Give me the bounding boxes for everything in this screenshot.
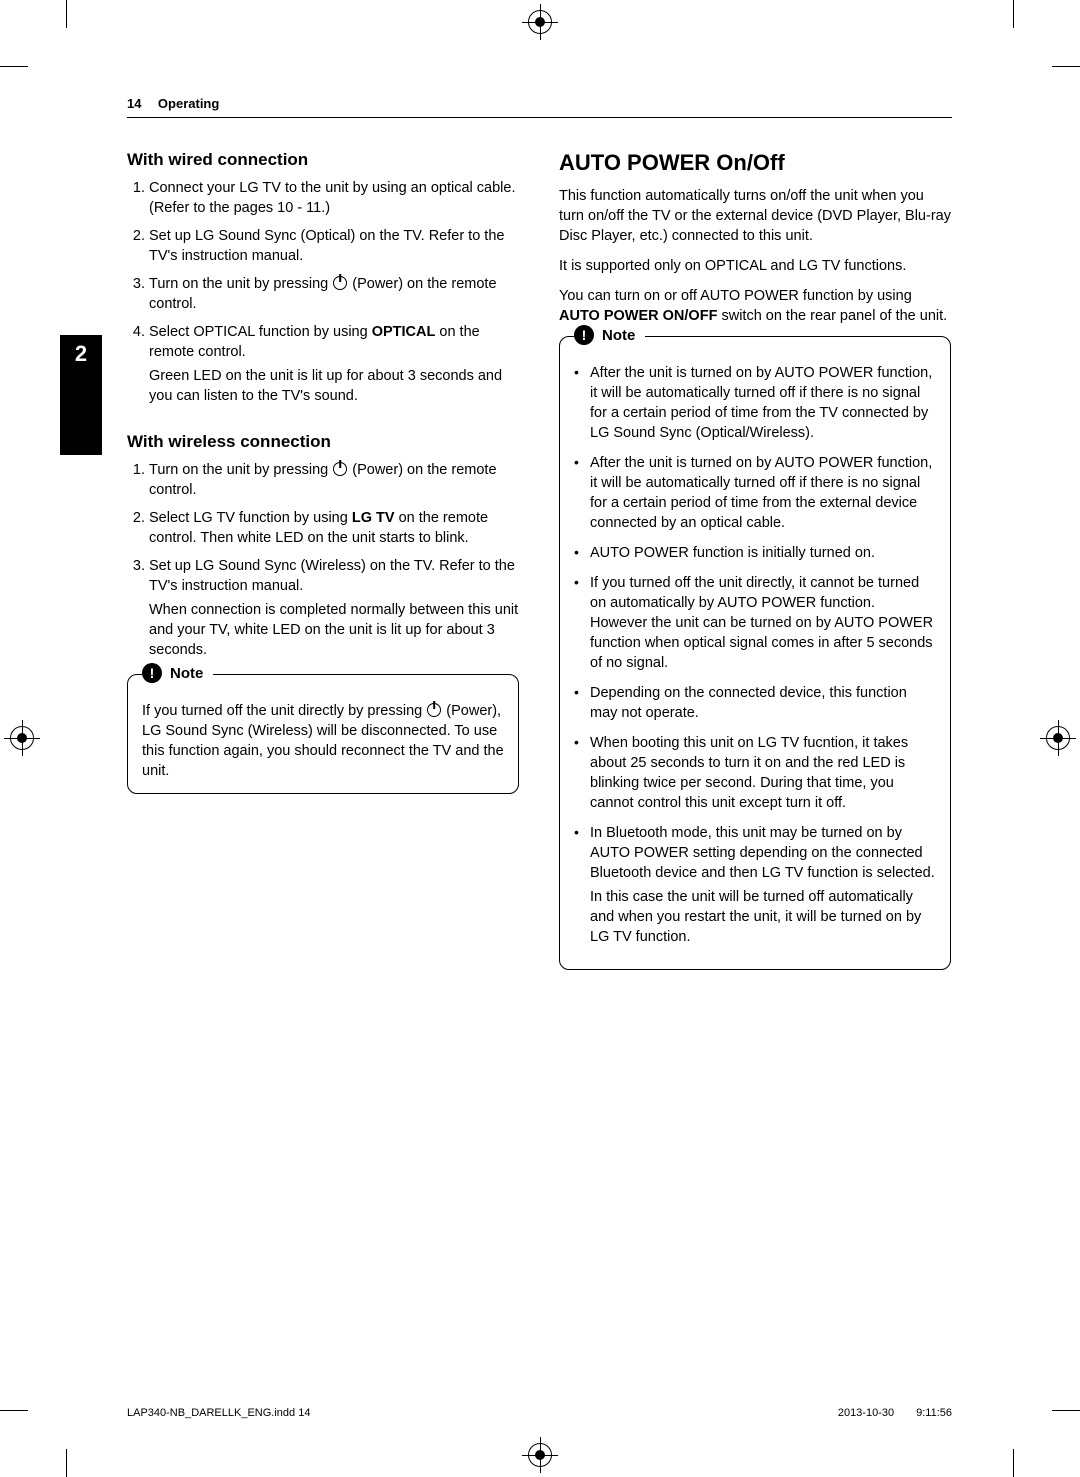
header-underline bbox=[127, 117, 952, 118]
registration-mark-icon bbox=[10, 726, 34, 750]
note-label: ! Note bbox=[574, 325, 645, 345]
left-column: With wired connection Connect your LG TV… bbox=[127, 150, 519, 970]
footer-time: 9:11:56 bbox=[916, 1407, 952, 1419]
list-item: Set up LG Sound Sync (Wireless) on the T… bbox=[149, 556, 519, 660]
chapter-side-label: Operating bbox=[79, 377, 93, 434]
note-box-left: ! Note If you turned off the unit direct… bbox=[127, 674, 519, 794]
text: In this case the unit will be turned off… bbox=[590, 887, 936, 947]
footer-file: LAP340-NB_DARELLK_ENG.indd 14 bbox=[127, 1407, 310, 1419]
page-header: 14 Operating bbox=[127, 95, 952, 110]
list-item: Connect your LG TV to the unit by using … bbox=[149, 178, 519, 218]
registration-mark-icon bbox=[528, 10, 552, 34]
text: Select OPTICAL function by using bbox=[149, 324, 372, 340]
footer-date: 2013-10-30 bbox=[838, 1407, 894, 1419]
bullet-item: If you turned off the unit directly, it … bbox=[574, 573, 936, 673]
power-icon bbox=[333, 276, 347, 290]
list-tail: Green LED on the unit is lit up for abou… bbox=[149, 366, 519, 406]
bold-text: LG TV bbox=[352, 510, 395, 526]
text: Select LG TV function by using bbox=[149, 510, 352, 526]
crop-mark bbox=[66, 0, 67, 28]
list-item: Turn on the unit by pressing (Power) on … bbox=[149, 274, 519, 314]
bold-text: OPTICAL bbox=[372, 324, 436, 340]
bullet-item: AUTO POWER function is initially turned … bbox=[574, 543, 936, 563]
crop-mark bbox=[1013, 0, 1014, 28]
paragraph: It is supported only on OPTICAL and LG T… bbox=[559, 256, 951, 276]
list-item: Turn on the unit by pressing (Power) on … bbox=[149, 460, 519, 500]
note-icon: ! bbox=[574, 325, 594, 345]
text: If you turned off the unit directly by p… bbox=[142, 703, 426, 719]
text: switch on the rear panel of the unit. bbox=[717, 308, 947, 324]
list-item: Select LG TV function by using LG TV on … bbox=[149, 508, 519, 548]
list-item: Select OPTICAL function by using OPTICAL… bbox=[149, 322, 519, 406]
note-body: If you turned off the unit directly by p… bbox=[142, 701, 504, 781]
paragraph: This function automatically turns on/off… bbox=[559, 186, 951, 246]
registration-mark-icon bbox=[528, 1443, 552, 1467]
bold-text: AUTO POWER ON/OFF bbox=[559, 308, 717, 324]
crop-mark bbox=[0, 1410, 28, 1411]
right-column: AUTO POWER On/Off This function automati… bbox=[559, 150, 951, 970]
printer-footer: LAP340-NB_DARELLK_ENG.indd 14 2013-10-30… bbox=[127, 1407, 952, 1419]
list-item: Set up LG Sound Sync (Optical) on the TV… bbox=[149, 226, 519, 266]
note-label-text: Note bbox=[602, 327, 635, 344]
crop-mark bbox=[1052, 1410, 1080, 1411]
heading-autopower: AUTO POWER On/Off bbox=[559, 150, 951, 176]
heading-wired: With wired connection bbox=[127, 150, 519, 170]
list-tail: When connection is completed normally be… bbox=[149, 600, 519, 660]
bullet-item: In Bluetooth mode, this unit may be turn… bbox=[574, 823, 936, 947]
crop-mark bbox=[0, 66, 28, 67]
bullet-item: After the unit is turned on by AUTO POWE… bbox=[574, 363, 936, 443]
text: Set up LG Sound Sync (Wireless) on the T… bbox=[149, 558, 515, 594]
wireless-list: Turn on the unit by pressing (Power) on … bbox=[127, 460, 519, 660]
note-box-right: ! Note After the unit is turned on by AU… bbox=[559, 336, 951, 970]
text: Turn on the unit by pressing bbox=[149, 462, 332, 478]
chapter-number: 2 bbox=[75, 341, 87, 367]
registration-mark-icon bbox=[1046, 726, 1070, 750]
power-icon bbox=[427, 703, 441, 717]
bullet-item: After the unit is turned on by AUTO POWE… bbox=[574, 453, 936, 533]
note-icon: ! bbox=[142, 663, 162, 683]
crop-mark bbox=[1052, 66, 1080, 67]
note-label: ! Note bbox=[142, 663, 213, 683]
page-content: 14 Operating 2 Operating With wired conn… bbox=[127, 95, 952, 970]
bullet-item: When booting this unit on LG TV fucntion… bbox=[574, 733, 936, 813]
header-section: Operating bbox=[158, 96, 219, 111]
text: In Bluetooth mode, this unit may be turn… bbox=[590, 825, 935, 881]
power-icon bbox=[333, 462, 347, 476]
page-number: 14 bbox=[127, 96, 141, 111]
bullet-item: Depending on the connected device, this … bbox=[574, 683, 936, 723]
text: Turn on the unit by pressing bbox=[149, 276, 332, 292]
paragraph: You can turn on or off AUTO POWER functi… bbox=[559, 286, 951, 326]
crop-mark bbox=[66, 1449, 67, 1477]
note-bullets: After the unit is turned on by AUTO POWE… bbox=[574, 363, 936, 947]
heading-wireless: With wireless connection bbox=[127, 432, 519, 452]
text: You can turn on or off AUTO POWER functi… bbox=[559, 288, 912, 304]
note-label-text: Note bbox=[170, 665, 203, 682]
crop-mark bbox=[1013, 1449, 1014, 1477]
wired-list: Connect your LG TV to the unit by using … bbox=[127, 178, 519, 406]
